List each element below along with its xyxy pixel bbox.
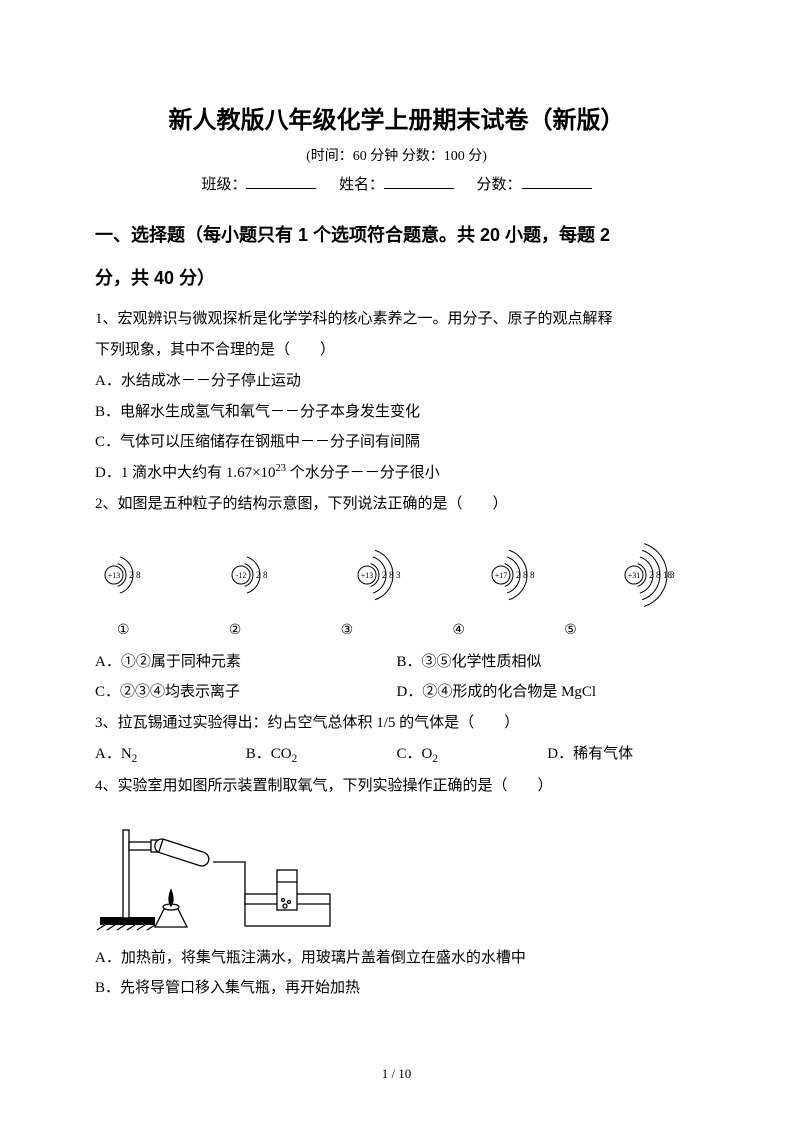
particle-diagram: +13283 — [354, 541, 418, 609]
q1-stem-line1: 1、宏观辨识与微观探析是化学学科的核心素养之一。用分子、原子的观点解释 — [95, 304, 698, 335]
student-info-row: 班级： 姓名： 分数： — [95, 173, 698, 194]
section-1-heading: 一、选择题（每小题只有 1 个选项符合题意。共 20 小题，每题 2 分，共 4… — [95, 214, 698, 300]
page-number: 1 / 10 — [0, 1066, 793, 1082]
svg-text:8: 8 — [136, 570, 141, 580]
section-1-heading-line2: 分，共 40 分） — [95, 257, 698, 300]
q2-option-a: A．①②属于同种元素 — [95, 647, 397, 678]
particle-label: ⑤ — [564, 622, 676, 639]
q3-option-a: A．N2 — [95, 739, 246, 771]
name-blank[interactable] — [384, 174, 454, 189]
q1-option-b: B．电解水生成氢气和氧气－－分子本身发生变化 — [95, 397, 698, 428]
svg-text:3: 3 — [670, 570, 675, 580]
q4-option-a: A．加热前，将集气瓶注满水，用玻璃片盖着倒立在盛水的水槽中 — [95, 943, 698, 974]
score-blank[interactable] — [522, 174, 592, 189]
svg-text:+17: +17 — [494, 571, 507, 580]
svg-text:8: 8 — [530, 570, 535, 580]
svg-text:-12: -12 — [235, 571, 246, 580]
particle-label: ④ — [452, 622, 564, 639]
score-label: 分数： — [477, 177, 522, 193]
particle-labels: ①②③④⑤ — [95, 622, 698, 639]
q1-option-c: C．气体可以压缩储存在钢瓶中－－分子间有间隔 — [95, 427, 698, 458]
q3-options: A．N2 B．CO2 C．O2 D．稀有气体 — [95, 739, 698, 771]
name-label: 姓名： — [339, 177, 384, 193]
svg-text:3: 3 — [396, 570, 401, 580]
q2-option-c: C．②③④均表示离子 — [95, 677, 397, 708]
particle-diagram: +1328 — [101, 548, 158, 602]
q2-options-row2: C．②③④均表示离子 D．②④形成的化合物是 MgCl — [95, 677, 698, 708]
section-1-heading-line1: 一、选择题（每小题只有 1 个选项符合题意。共 20 小题，每题 2 — [95, 214, 698, 257]
svg-text:+13: +13 — [361, 571, 374, 580]
q4-option-b: B．先将导管口移入集气瓶，再开始加热 — [95, 973, 698, 1004]
svg-text:+13: +13 — [108, 571, 121, 580]
q3-option-c: C．O2 — [397, 739, 548, 771]
q2-options-row1: A．①②属于同种元素 B．③⑤化学性质相似 — [95, 647, 698, 678]
class-label: 班级： — [201, 177, 246, 193]
q3-option-b: B．CO2 — [246, 739, 397, 771]
q3-option-d: D．稀有气体 — [547, 739, 698, 771]
q2-option-b: B．③⑤化学性质相似 — [397, 647, 699, 678]
particle-label: ② — [229, 622, 341, 639]
particle-diagram: -1228 — [228, 548, 285, 602]
q1-stem-line2: 下列现象，其中不合理的是（ ） — [95, 335, 698, 366]
q3-stem: 3、拉瓦锡通过实验得出：约占空气总体积 1/5 的气体是（ ） — [95, 708, 698, 739]
svg-text:8: 8 — [263, 570, 268, 580]
particle-diagrams: +1328 -1228 +13283 +17288 +3128183 — [95, 534, 698, 616]
q2-stem: 2、如图是五种粒子的结构示意图，下列说法正确的是（ ） — [95, 489, 698, 520]
particle-diagram: +3128183 — [621, 534, 692, 616]
q1-option-a: A．水结成冰－－分子停止运动 — [95, 366, 698, 397]
q2-option-d: D．②④形成的化合物是 MgCl — [397, 677, 699, 708]
q4-stem: 4、实验室用如图所示装置制取氧气，下列实验操作正确的是（ ） — [95, 771, 698, 802]
particle-label: ① — [117, 622, 229, 639]
svg-text:+31: +31 — [628, 571, 641, 580]
particle-label: ③ — [341, 622, 453, 639]
time-score: (时间：60 分钟 分数：100 分) — [95, 145, 698, 165]
q1-option-d: D．1 滴水中大约有 1.67×1023 个水分子－－分子很小 — [95, 458, 698, 489]
page-title: 新人教版八年级化学上册期末试卷（新版） — [95, 100, 698, 135]
apparatus-diagram — [95, 812, 698, 937]
class-blank[interactable] — [246, 174, 316, 189]
particle-diagram: +17288 — [488, 541, 552, 609]
